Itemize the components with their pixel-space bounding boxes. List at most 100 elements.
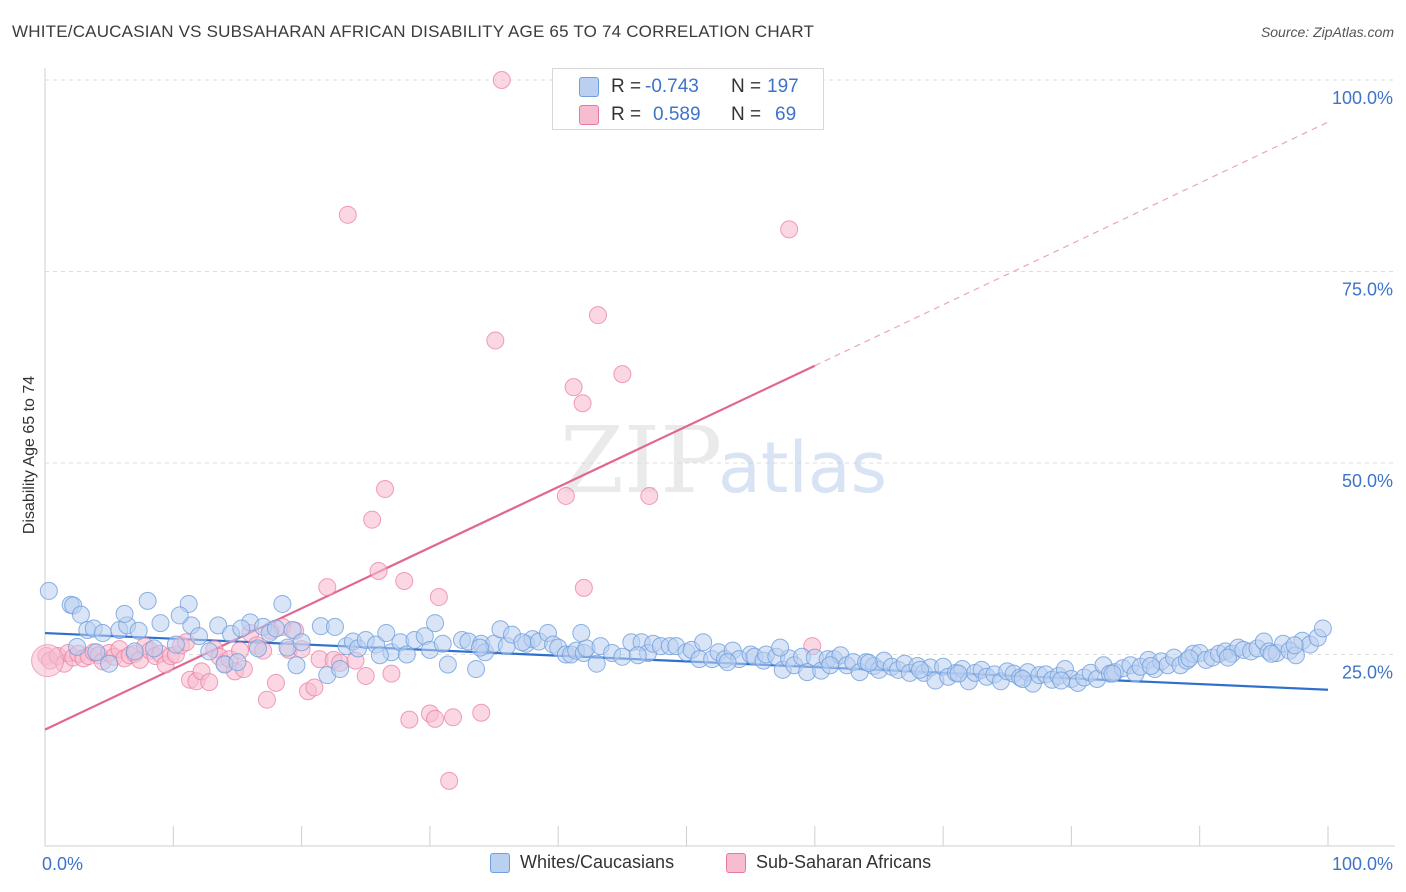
data-point xyxy=(1262,644,1281,663)
stats-row-whites: R = -0.743 N = 197 xyxy=(553,72,823,100)
data-point xyxy=(397,645,416,664)
series-whites-caucasians xyxy=(39,581,1332,693)
trend-line-sub-saharan-extension xyxy=(814,121,1329,367)
data-point xyxy=(338,205,357,224)
data-point xyxy=(821,656,840,675)
r-label: R = xyxy=(611,76,642,97)
stats-legend-box: R = -0.743 N = 197 R = 0.589 N = 69 xyxy=(552,68,824,130)
data-point xyxy=(859,653,878,672)
data-point xyxy=(556,486,575,505)
data-point xyxy=(564,378,583,397)
data-point xyxy=(71,605,90,624)
y-tick-label: 25.0% xyxy=(1342,663,1393,683)
data-point xyxy=(273,594,292,613)
watermark-atlas: atlas xyxy=(718,427,887,509)
y-tick-label: 100.0% xyxy=(1332,88,1393,108)
data-point xyxy=(573,394,592,413)
data-point xyxy=(356,666,375,685)
data-point xyxy=(248,639,267,658)
n-value: 197 xyxy=(767,76,799,97)
data-point xyxy=(115,604,134,623)
data-point xyxy=(318,578,337,597)
data-point xyxy=(440,771,459,790)
data-point xyxy=(771,638,790,657)
data-point xyxy=(377,624,396,643)
data-point xyxy=(31,644,65,678)
data-point xyxy=(170,606,189,625)
data-point xyxy=(266,673,285,692)
r-label: R = xyxy=(611,104,642,125)
data-point xyxy=(426,709,445,728)
data-point xyxy=(1141,656,1160,675)
data-point xyxy=(209,616,228,635)
data-point xyxy=(395,571,414,590)
data-point xyxy=(87,643,106,662)
data-point xyxy=(292,633,311,652)
data-point xyxy=(138,591,157,610)
data-point xyxy=(628,646,647,665)
bottom-legend: Whites/Caucasians Sub-Saharan Africans xyxy=(0,850,1406,880)
data-point xyxy=(39,581,58,600)
data-point xyxy=(382,664,401,683)
data-point xyxy=(1313,619,1332,638)
n-label: N = xyxy=(731,104,762,125)
data-point xyxy=(780,220,799,239)
axes xyxy=(44,68,1395,847)
data-point xyxy=(363,510,382,529)
data-point xyxy=(1180,649,1199,668)
stats-row-sub-saharan: R = 0.589 N = 69 xyxy=(553,100,823,128)
x-tick-label: 0.0% xyxy=(42,854,83,874)
data-point xyxy=(257,690,276,709)
data-point xyxy=(426,614,445,633)
data-point xyxy=(694,633,713,652)
y-tick-label: 75.0% xyxy=(1342,280,1393,300)
data-point xyxy=(1285,636,1304,655)
chart-title: WHITE/CAUCASIAN VS SUBSAHARAN AFRICAN DI… xyxy=(12,22,815,41)
data-point xyxy=(433,634,452,653)
data-point xyxy=(125,642,144,661)
data-point xyxy=(200,673,219,692)
legend-item-whites[interactable]: Whites/Caucasians xyxy=(490,852,674,873)
y-tick-label: 50.0% xyxy=(1342,471,1393,491)
y-axis-label: Disability Age 65 to 74 xyxy=(21,376,38,534)
data-point xyxy=(93,624,112,643)
legend-label-whites: Whites/Caucasians xyxy=(520,852,675,872)
data-point xyxy=(588,306,607,325)
data-point xyxy=(166,635,185,654)
data-point xyxy=(443,708,462,727)
pink-swatch xyxy=(579,105,599,125)
data-point xyxy=(613,647,632,666)
r-value: 0.589 xyxy=(653,104,701,125)
data-point xyxy=(911,660,930,679)
data-point xyxy=(1013,670,1032,689)
data-point xyxy=(68,637,87,656)
r-value: -0.743 xyxy=(645,76,699,97)
data-point xyxy=(587,654,606,673)
data-point xyxy=(400,710,419,729)
data-point xyxy=(613,365,632,384)
data-point xyxy=(492,71,511,89)
data-point xyxy=(100,654,119,673)
data-point xyxy=(283,620,302,639)
data-point xyxy=(472,703,491,722)
data-point xyxy=(429,588,448,607)
data-point xyxy=(513,633,532,652)
data-point xyxy=(718,653,737,672)
data-point xyxy=(574,578,593,597)
data-point xyxy=(640,486,659,505)
data-point xyxy=(470,638,489,657)
data-point xyxy=(369,562,388,581)
legend-item-sub-saharan[interactable]: Sub-Saharan Africans xyxy=(726,852,931,873)
data-point xyxy=(228,653,247,672)
n-value: 69 xyxy=(775,104,797,125)
source-label: Source: ZipAtlas.com xyxy=(1260,24,1394,40)
x-tick-label: 100.0% xyxy=(1332,854,1393,874)
data-point xyxy=(486,331,505,350)
data-point xyxy=(1218,648,1237,667)
data-point xyxy=(1052,671,1071,690)
data-point xyxy=(305,678,324,697)
data-point xyxy=(200,642,219,661)
data-point xyxy=(331,660,350,679)
data-point xyxy=(467,660,486,679)
